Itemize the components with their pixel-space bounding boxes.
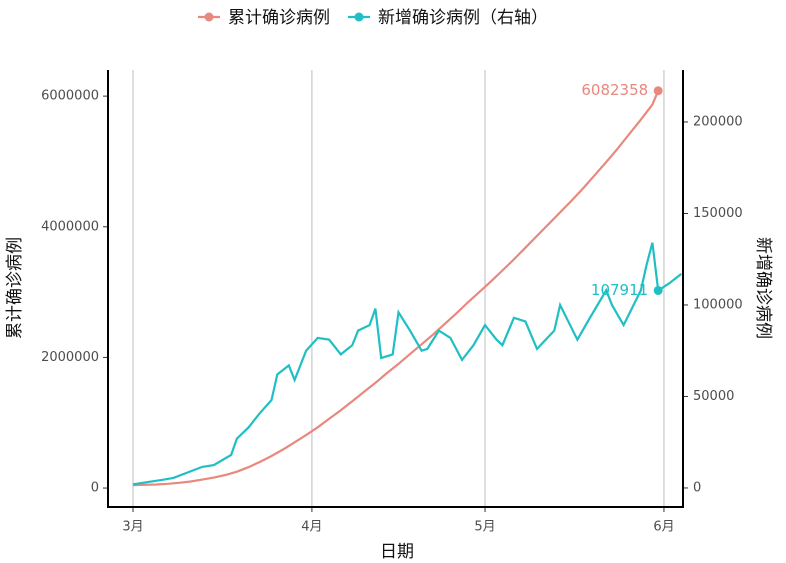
y2-tick-label: 150000 xyxy=(693,206,743,221)
legend-label: 累计确诊病例 xyxy=(228,8,330,28)
series-line xyxy=(132,90,660,487)
y-tick-label: 2000000 xyxy=(41,350,99,365)
x-axis-title: 日期 xyxy=(380,542,414,562)
y-tick-label: 4000000 xyxy=(41,219,99,234)
y2-tick-label: 0 xyxy=(693,480,701,495)
legend-swatch-point xyxy=(204,12,214,22)
y2-axis-title: 新增确诊病例 xyxy=(753,237,773,339)
end-point xyxy=(653,285,663,295)
data-label: 6082358 xyxy=(581,81,648,99)
y2-tick-label: 200000 xyxy=(693,114,743,129)
legend-swatch-point xyxy=(354,12,364,22)
series-line xyxy=(132,242,682,486)
y2-tick-label: 50000 xyxy=(693,389,734,404)
legend-label: 新增确诊病例（右轴） xyxy=(378,8,548,28)
x-tick-label: 4月 xyxy=(301,520,322,535)
y2-tick-label: 100000 xyxy=(693,297,743,312)
end-point xyxy=(653,86,663,96)
x-tick-label: 3月 xyxy=(122,520,143,535)
y-axis-title: 累计确诊病例 xyxy=(5,237,25,339)
x-tick-label: 5月 xyxy=(474,520,495,535)
x-tick-label: 6月 xyxy=(653,520,674,535)
y-tick-label: 6000000 xyxy=(41,89,99,104)
y-tick-label: 0 xyxy=(91,481,99,496)
data-label: 107911 xyxy=(591,281,648,299)
